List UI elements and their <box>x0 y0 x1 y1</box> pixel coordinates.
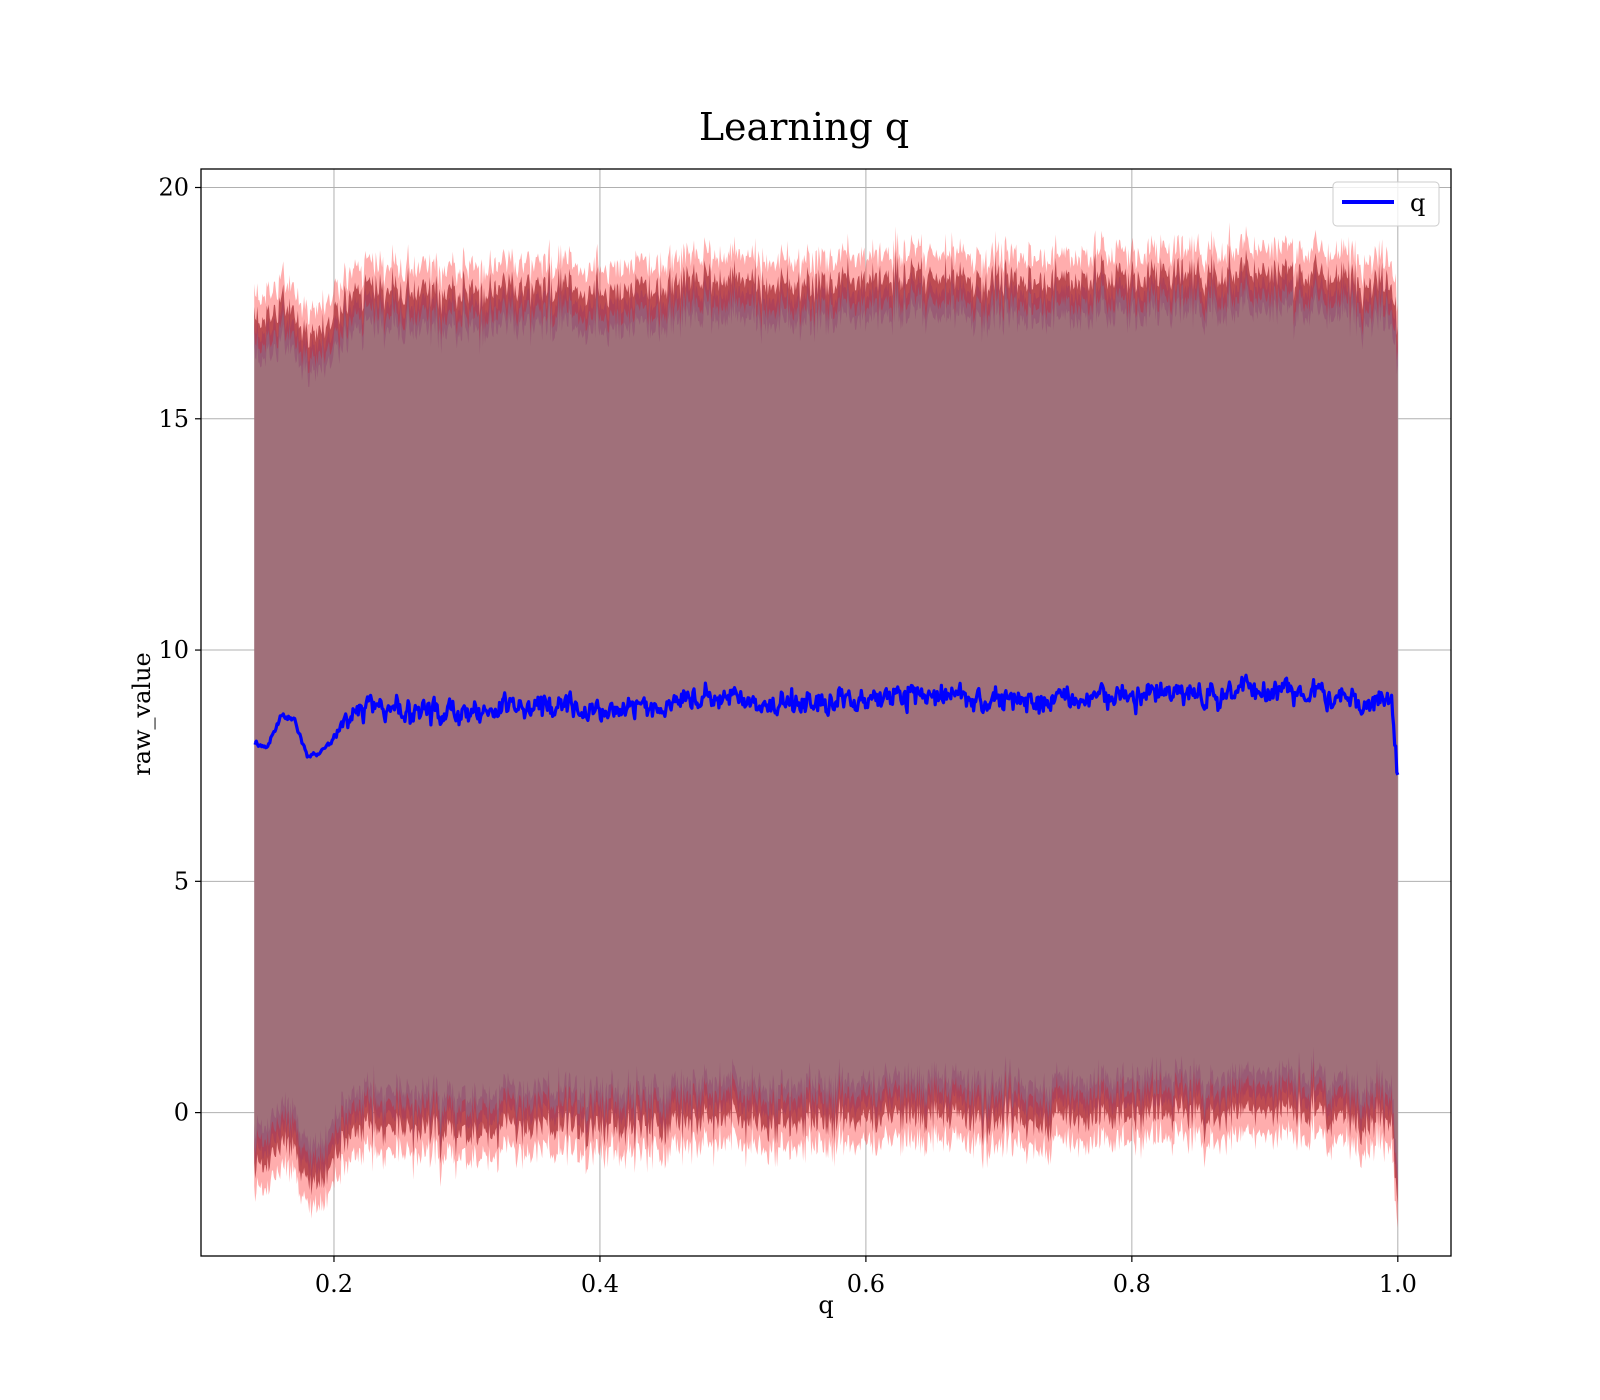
band-lower-inner <box>254 1046 1398 1192</box>
legend: q <box>1332 181 1440 227</box>
band-lower-edge <box>254 1060 1398 1229</box>
chart-title: Learning q <box>699 105 909 149</box>
band-upper-inner <box>254 259 1398 387</box>
confidence-band <box>254 222 1398 1229</box>
x-axis-label: q <box>818 1291 833 1319</box>
band-upper-edge <box>254 222 1398 374</box>
y-tick-label: 20 <box>158 174 189 202</box>
x-tick-label: 0.2 <box>315 1270 353 1298</box>
legend-label-q: q <box>1410 189 1425 217</box>
axis-ticks: 0.2 0.4 0.6 0.8 1.0 0 5 10 15 20 <box>158 174 1416 1298</box>
y-tick-label: 15 <box>158 405 189 433</box>
y-tick-label: 5 <box>174 867 189 895</box>
band-fill <box>254 245 1398 1206</box>
x-tick-label: 0.6 <box>847 1270 885 1298</box>
x-tick-label: 0.4 <box>581 1270 619 1298</box>
y-tick-label: 0 <box>174 1099 189 1127</box>
plot-frame <box>200 168 1452 1257</box>
y-tick-label: 10 <box>158 636 189 664</box>
x-tick-label: 0.8 <box>1113 1270 1151 1298</box>
x-tick-label: 1.0 <box>1379 1270 1417 1298</box>
y-axis-label: raw_value <box>128 652 156 776</box>
series-line-q <box>253 673 1400 776</box>
series-lines <box>253 673 1400 776</box>
